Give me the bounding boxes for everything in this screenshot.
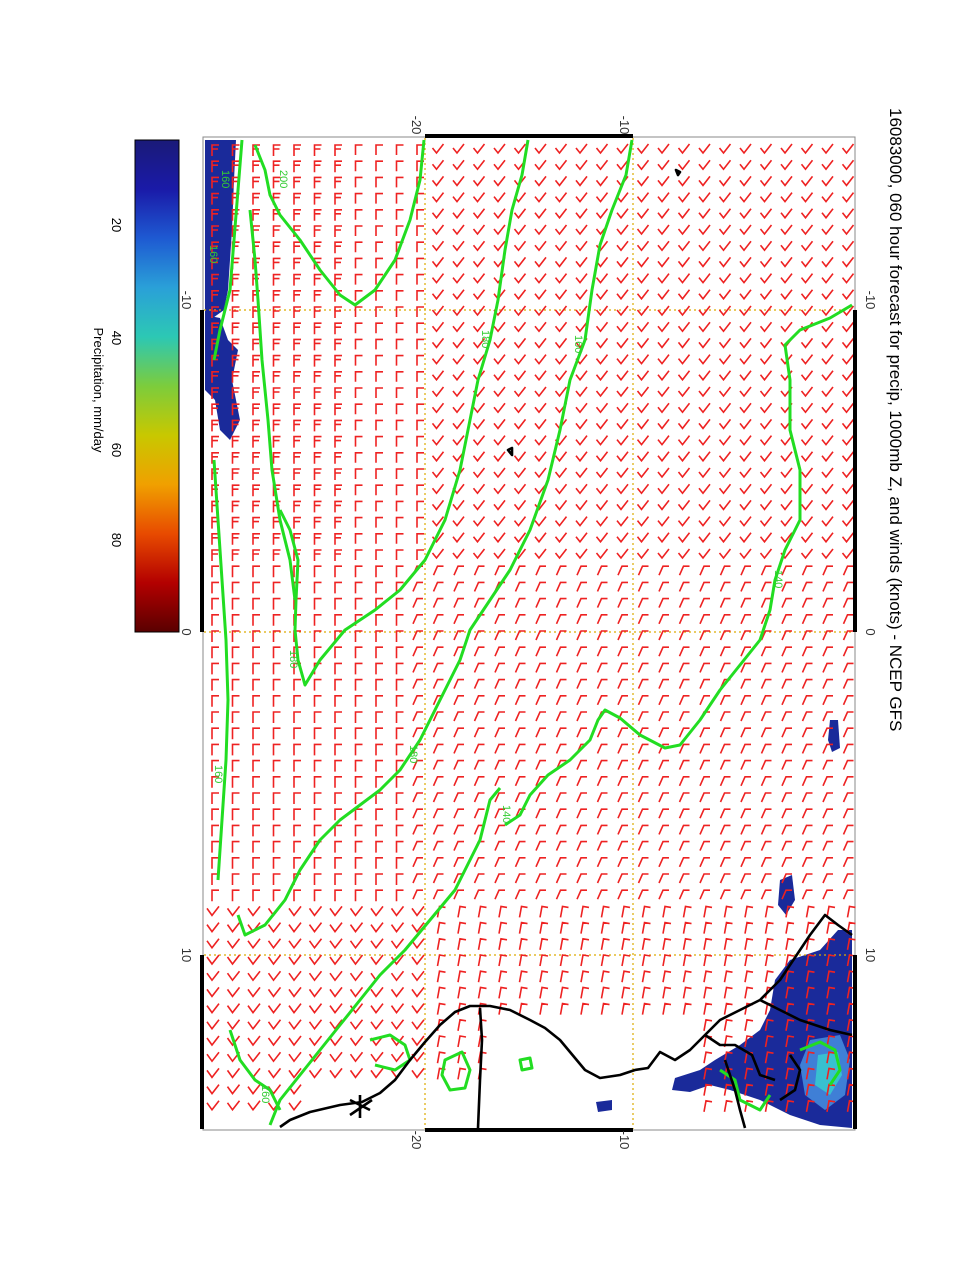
border-1 (476, 1007, 484, 1129)
contour-labels: 140 160 180 200 160 160 180 140 160 180 … (207, 170, 784, 1103)
contour-label: 180 (479, 330, 491, 348)
tick-label-bottom: -20 (409, 1131, 424, 1150)
contour-160-c (248, 209, 297, 601)
grid-lines (204, 138, 854, 1129)
contour-160-e (228, 1029, 282, 1111)
border-2 (704, 1033, 776, 1082)
contour-south-2 (799, 1040, 842, 1086)
contour-label: 140 (772, 570, 784, 588)
contour-label: 160 (207, 245, 219, 263)
contour-label: 160 (219, 170, 231, 188)
tick-label-left: 0 (179, 628, 194, 635)
contour-label: 180 (287, 650, 299, 668)
wind-barbs (206, 143, 856, 1112)
contour-label: 200 (277, 170, 289, 188)
tick-label-right: 10 (863, 948, 878, 962)
precip-area-blob-3 (596, 1100, 612, 1112)
height-contours (212, 139, 853, 1126)
axis-bar-right-2 (853, 955, 857, 1129)
border-4 (723, 1059, 747, 1129)
axis-bars (200, 134, 857, 1132)
tick-label-right: 0 (863, 628, 878, 635)
coastline-africa (279, 913, 853, 1129)
contour-coast-1 (369, 1033, 412, 1072)
tick-label-bottom: -10 (617, 1131, 632, 1150)
colorbar-tick: 20 (109, 218, 124, 232)
border-5 (779, 1054, 802, 1102)
contour-island-2 (518, 1056, 534, 1072)
contour-140-a (504, 303, 853, 827)
colorbar-tick: 80 (109, 533, 124, 547)
star-marker-a (349, 1095, 373, 1118)
axis-bar-right-1 (853, 310, 857, 632)
contour-200-a (253, 139, 426, 307)
contour-160-a (236, 139, 634, 937)
tick-label-left: 10 (179, 948, 194, 962)
contour-180-b (268, 787, 502, 1126)
precip-area-left-strip (205, 315, 240, 440)
axis-bar-left-2 (200, 955, 204, 1129)
contour-label: 160 (572, 335, 584, 353)
contour-label: 160 (259, 1085, 271, 1103)
tick-label-right: -10 (863, 291, 878, 310)
tick-label-top: -20 (409, 116, 424, 135)
tick-label-left: -10 (179, 291, 194, 310)
contour-160-d (212, 459, 230, 881)
border-3 (759, 998, 853, 1037)
wind-barb-field (206, 143, 856, 1112)
island-1 (674, 168, 682, 177)
axis-bar-bottom-1 (425, 1128, 633, 1132)
axis-bar-left-1 (200, 310, 204, 632)
colorbar-fill (134, 139, 180, 633)
contour-label: 180 (407, 745, 419, 763)
tick-labels: -20 -10 -20 -10 -10 0 10 -10 0 10 (179, 116, 878, 1150)
contour-180-a (278, 139, 530, 687)
contour-island-1 (440, 1050, 472, 1092)
contour-160-b (212, 139, 244, 361)
precip-area-blob-1 (778, 875, 795, 915)
contour-label: 160 (212, 765, 224, 783)
tick-label-top: -10 (617, 116, 632, 135)
map-frame (202, 136, 856, 1131)
island-2 (506, 446, 514, 457)
colorbar: 20 40 60 80 Precipitation, mm/day (91, 139, 180, 633)
axis-bar-top-1 (425, 134, 633, 138)
coastline (279, 168, 853, 1129)
colorbar-label: Precipitation, mm/day (91, 328, 106, 453)
contour-label: 140 (500, 805, 512, 823)
colorbar-tick: 60 (109, 443, 124, 457)
colorbar-tick: 40 (109, 331, 124, 345)
